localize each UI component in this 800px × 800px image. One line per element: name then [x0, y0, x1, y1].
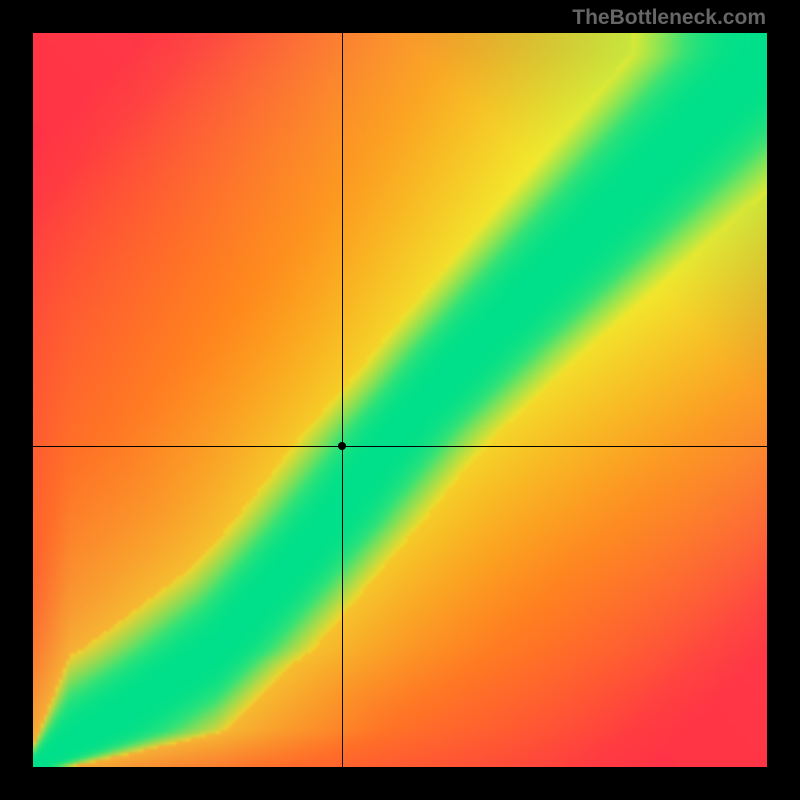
watermark-text: TheBottleneck.com: [572, 6, 766, 30]
heatmap-plot: [33, 33, 767, 767]
heatmap-canvas: [33, 33, 767, 767]
chart-frame: TheBottleneck.com: [0, 0, 800, 800]
